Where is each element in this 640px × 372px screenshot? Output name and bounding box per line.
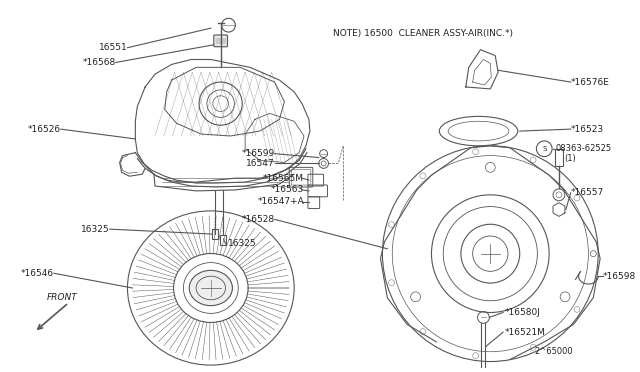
Text: *16580J: *16580J (505, 308, 541, 317)
Ellipse shape (189, 270, 232, 306)
Bar (220, 235, 225, 245)
Text: *16599: *16599 (241, 149, 275, 158)
Text: 2^65000: 2^65000 (534, 347, 573, 356)
Text: 16325: 16325 (81, 225, 110, 234)
Text: *16521M: *16521M (505, 328, 546, 337)
Text: *16557: *16557 (571, 188, 604, 198)
Text: FRONT: FRONT (47, 293, 78, 302)
Text: (1): (1) (564, 154, 575, 163)
Text: *16565M: *16565M (263, 174, 304, 183)
Text: *16526: *16526 (28, 125, 61, 134)
Text: *16563: *16563 (271, 185, 304, 195)
Text: NOTE) 16500  CLEANER ASSY-AIR(INC.*): NOTE) 16500 CLEANER ASSY-AIR(INC.*) (333, 29, 513, 38)
Text: *16576E: *16576E (571, 77, 609, 87)
Text: S: S (542, 146, 547, 152)
Bar (212, 229, 218, 239)
Text: *16528: *16528 (241, 215, 275, 224)
Text: *16598: *16598 (603, 272, 636, 281)
Text: 16325: 16325 (227, 239, 256, 248)
FancyBboxPatch shape (214, 35, 227, 47)
Bar (555, 149, 563, 166)
Text: 16547: 16547 (246, 159, 275, 168)
Text: *16547+A: *16547+A (257, 197, 304, 206)
Text: *16546: *16546 (21, 269, 54, 278)
Text: *16523: *16523 (571, 125, 604, 134)
Text: 08363-62525: 08363-62525 (555, 144, 611, 153)
Text: 16551: 16551 (99, 43, 127, 52)
Text: *16568: *16568 (83, 58, 116, 67)
